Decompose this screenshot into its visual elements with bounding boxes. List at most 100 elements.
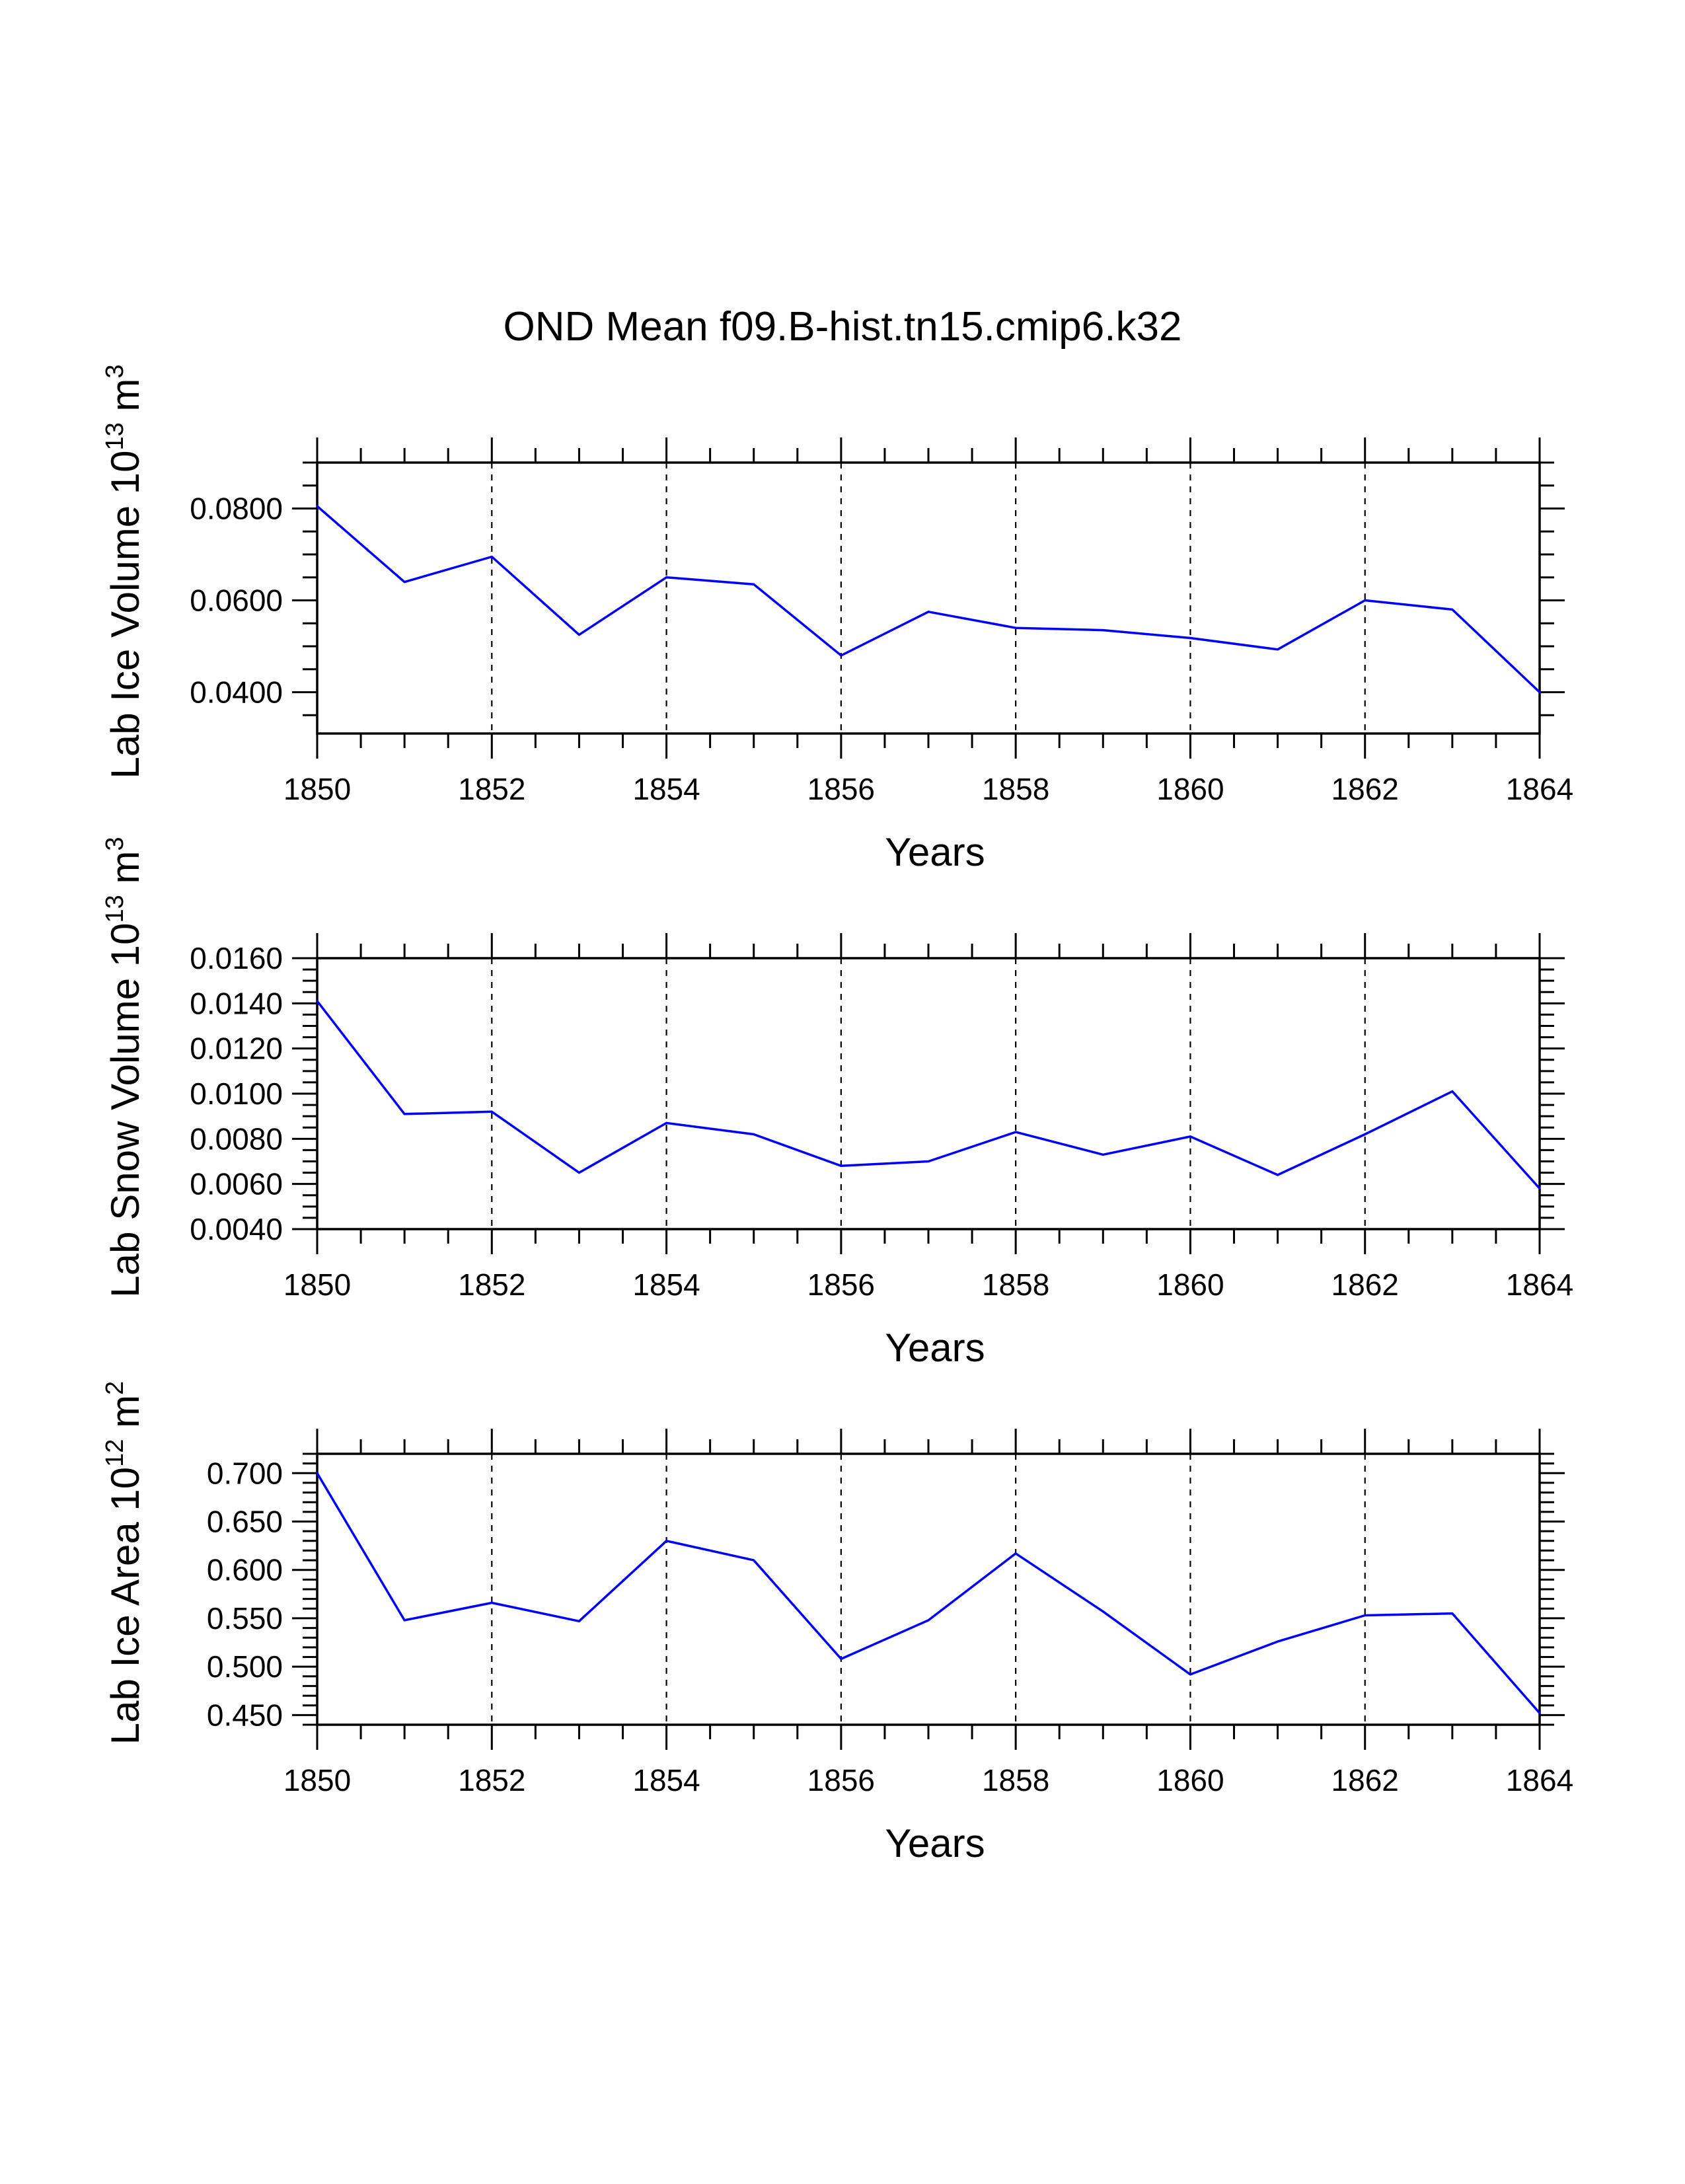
data-point xyxy=(578,634,580,636)
data-point xyxy=(753,583,755,585)
data-point xyxy=(1014,1131,1017,1133)
data-point xyxy=(840,654,842,657)
panel-1: 1850 1852 1854 1856 1858 1860 1862 1864 0.0400 0.… xyxy=(101,364,1573,874)
data-point xyxy=(490,555,493,558)
x-tick-label: 1854 xyxy=(632,1763,700,1797)
data-point xyxy=(665,1121,668,1124)
panel-2: 1850 1852 1854 1856 1858 1860 1862 1864 0.0040 0.… xyxy=(101,837,1573,1370)
data-point xyxy=(1451,1612,1454,1615)
y-axis-title-unit: m xyxy=(103,1395,147,1439)
data-point xyxy=(1189,1135,1191,1138)
data-point xyxy=(840,1164,842,1167)
data-point xyxy=(1538,1187,1541,1189)
y-axis-title-text: Lab Ice Volume 10 xyxy=(103,451,147,779)
x-tick-label: 1860 xyxy=(1156,772,1224,806)
y-axis-title-unit-exponent: 3 xyxy=(101,364,129,378)
data-point xyxy=(1102,1153,1104,1156)
data-point xyxy=(1364,1614,1367,1617)
x-tick-label: 1858 xyxy=(982,772,1049,806)
data-point xyxy=(316,1000,318,1002)
data-point xyxy=(1364,1133,1367,1135)
x-tick-label: 1856 xyxy=(807,1267,875,1302)
data-point xyxy=(1277,648,1279,651)
panel-3: 1850 1852 1854 1856 1858 1860 1862 1864 0.450 0.5… xyxy=(101,1381,1573,1865)
x-tick-label: 1854 xyxy=(632,772,700,806)
x-tick-label: 1858 xyxy=(982,1267,1049,1302)
data-point xyxy=(753,1133,755,1135)
plot-frame xyxy=(316,957,1541,1230)
y-tick-label: 0.650 xyxy=(207,1505,283,1539)
data-point xyxy=(1102,1610,1104,1613)
y-axis-title-unit: m xyxy=(103,379,147,423)
data-point xyxy=(1189,636,1191,639)
y-tick-label: 0.0400 xyxy=(190,675,283,709)
plot-frame xyxy=(316,461,1541,735)
data-point xyxy=(840,1657,842,1660)
y-tick-label: 0.0080 xyxy=(190,1121,283,1156)
data-point xyxy=(1277,1174,1279,1176)
data-point xyxy=(753,1559,755,1562)
x-tick-label: 1862 xyxy=(1331,1763,1399,1797)
data-point xyxy=(1014,626,1017,629)
data-point xyxy=(403,581,406,584)
y-axis-title-unit: m xyxy=(103,851,147,895)
series-line xyxy=(316,1000,1541,1189)
y-axis-title: Lab Ice Volume 1013 m3 xyxy=(101,364,147,778)
x-tick-label: 1852 xyxy=(458,1763,525,1797)
data-point xyxy=(1538,691,1541,693)
y-axis-title-unit-exponent: 2 xyxy=(101,1381,129,1395)
x-tick-label: 1864 xyxy=(1506,1267,1573,1302)
data-point xyxy=(665,576,668,579)
y-axis-title-text: Lab Snow Volume 10 xyxy=(103,923,147,1298)
y-tick-label: 0.0120 xyxy=(190,1032,283,1066)
data-point xyxy=(665,1540,668,1542)
data-point xyxy=(403,1113,406,1115)
x-tick-label: 1852 xyxy=(458,1267,525,1302)
x-axis-title: Years xyxy=(885,830,985,874)
y-axis-title: Lab Ice Area 1012 m2 xyxy=(101,1381,147,1745)
x-tick-label: 1854 xyxy=(632,1267,700,1302)
x-tick-label: 1860 xyxy=(1156,1267,1224,1302)
x-tick-label: 1864 xyxy=(1506,772,1573,806)
data-point xyxy=(1451,608,1454,611)
y-tick-label: 0.450 xyxy=(207,1698,283,1732)
y-tick-label: 0.0140 xyxy=(190,986,283,1020)
data-point xyxy=(1451,1090,1454,1093)
panels-group: 1850 1852 1854 1856 1858 1860 1862 1864 0.0400 0.… xyxy=(101,364,1573,1865)
series-line xyxy=(316,1472,1541,1714)
data-point xyxy=(490,1602,493,1604)
y-tick-label: 0.500 xyxy=(207,1649,283,1684)
x-tick-label: 1862 xyxy=(1331,1267,1399,1302)
x-tick-label: 1864 xyxy=(1506,1763,1573,1797)
y-tick-label: 0.600 xyxy=(207,1553,283,1587)
plot-frame xyxy=(316,1452,1541,1726)
data-point xyxy=(316,505,318,508)
x-tick-label: 1850 xyxy=(283,1763,351,1797)
x-tick-label: 1850 xyxy=(283,772,351,806)
data-point xyxy=(927,1619,930,1622)
series-line xyxy=(316,505,1541,693)
y-tick-label: 0.0160 xyxy=(190,941,283,975)
y-axis-title-exponent: 12 xyxy=(101,1439,129,1467)
y-axis-title-text: Lab Ice Area 10 xyxy=(103,1467,147,1745)
y-tick-label: 0.0060 xyxy=(190,1167,283,1201)
y-tick-label: 0.550 xyxy=(207,1601,283,1636)
chart-title: OND Mean f09.B-hist.tn15.cmip6.k32 xyxy=(504,304,1182,350)
x-axis-title: Years xyxy=(885,1326,985,1370)
data-point xyxy=(927,1160,930,1162)
y-tick-label: 0.0040 xyxy=(190,1212,283,1246)
x-tick-label: 1862 xyxy=(1331,772,1399,806)
data-point xyxy=(490,1110,493,1113)
x-tick-label: 1858 xyxy=(982,1763,1049,1797)
x-tick-label: 1860 xyxy=(1156,1763,1224,1797)
y-tick-label: 0.0800 xyxy=(190,491,283,525)
data-point xyxy=(316,1472,318,1474)
y-tick-label: 0.0600 xyxy=(190,583,283,617)
data-point xyxy=(1364,599,1367,601)
x-tick-label: 1856 xyxy=(807,772,875,806)
y-axis-title-exponent: 13 xyxy=(101,422,129,450)
x-tick-label: 1852 xyxy=(458,772,525,806)
x-tick-label: 1850 xyxy=(283,1267,351,1302)
